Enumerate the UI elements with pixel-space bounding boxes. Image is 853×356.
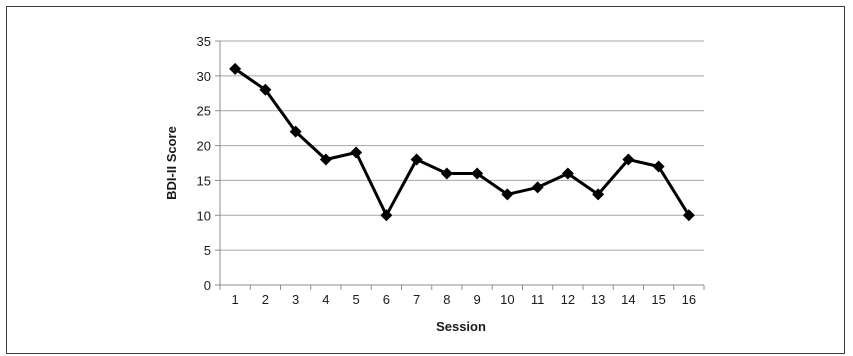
data-point [592,188,605,201]
y-axis-title: BDI-II Score [164,126,179,200]
y-tick-label: 25 [197,104,211,119]
data-point [471,167,484,180]
data-point [652,160,665,173]
data-point [289,125,302,138]
y-tick-label: 30 [197,69,211,84]
series-line [233,67,691,217]
x-tick-label: 15 [651,292,665,307]
data-point [319,153,332,166]
data-point [531,181,544,194]
x-tick-label: 2 [262,292,269,307]
y-tick-label: 5 [204,243,211,258]
data-point [259,83,272,96]
y-tick-label: 0 [204,278,211,293]
x-tick-label: 8 [443,292,450,307]
x-tick-label: 11 [531,292,545,307]
data-point [440,167,453,180]
y-tick-label: 35 [197,34,211,49]
data-point [622,153,635,166]
x-tick-label: 13 [591,292,605,307]
data-point [501,188,514,201]
x-tick-label: 9 [474,292,481,307]
data-point [561,167,574,180]
data-point [229,62,242,75]
x-tick-label: 10 [500,292,514,307]
y-tick-label: 10 [197,208,211,223]
x-tick-label: 4 [322,292,329,307]
x-tick-label: 7 [413,292,420,307]
x-tick-label: 12 [561,292,575,307]
x-tick-label: 5 [353,292,360,307]
x-tick-label: 3 [292,292,299,307]
y-tick-label: 20 [197,139,211,154]
x-axis-title: Session [436,319,486,334]
y-tick-label: 15 [197,173,211,188]
data-point [410,153,423,166]
data-point [682,209,695,222]
x-tick-label: 1 [232,292,239,307]
data-point [380,209,393,222]
data-point [350,146,363,159]
x-tick-label: 6 [383,292,390,307]
x-tick-label: 16 [682,292,696,307]
x-tick-label: 14 [621,292,635,307]
